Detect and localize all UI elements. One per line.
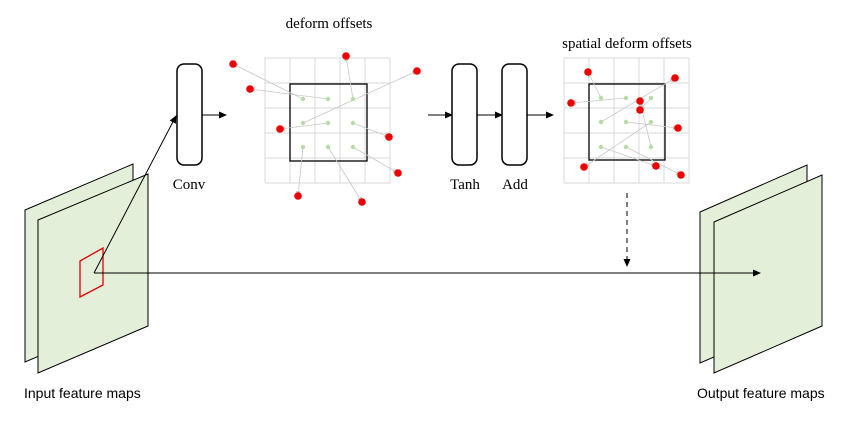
offset-arrow — [302, 70, 418, 124]
offset-point — [385, 133, 393, 141]
sampling-point — [598, 119, 604, 125]
add-box — [501, 63, 528, 166]
tanh-box — [451, 63, 478, 166]
offset-arrow — [600, 146, 657, 167]
offset-point — [671, 74, 679, 82]
offset-arrow — [279, 122, 329, 131]
sampling-point — [648, 119, 654, 125]
offset-arrow — [583, 121, 652, 168]
offset-point — [652, 162, 660, 170]
offset-arrow — [352, 122, 390, 138]
offset-arrow — [232, 63, 304, 100]
offset-arrow — [570, 97, 627, 106]
offset-point — [413, 67, 421, 75]
offset-arrow — [296, 146, 304, 197]
input-feature-map-front — [37, 173, 149, 374]
sampling-point — [325, 144, 331, 150]
sampling-point — [598, 144, 604, 150]
sampling-point — [623, 95, 629, 101]
sampling-point — [300, 96, 306, 102]
sampling-point — [648, 95, 654, 101]
add-label: Add — [502, 177, 528, 193]
offset-point — [342, 52, 350, 60]
offset-arrow — [249, 87, 329, 100]
offset-point — [636, 97, 644, 105]
kernel-window — [588, 83, 666, 161]
sampling-point — [300, 144, 306, 150]
input-feature-maps-label: Input feature maps — [24, 385, 141, 401]
sampling-point — [325, 120, 331, 126]
offset-arrow — [587, 71, 602, 99]
receptive-field-window — [79, 246, 104, 299]
tanh-label: Tanh — [450, 177, 480, 193]
offset-point — [229, 60, 237, 68]
offset-point — [276, 125, 284, 133]
offset-arrow — [625, 146, 682, 176]
offset-point — [246, 85, 254, 93]
offset-point — [294, 192, 302, 200]
input-to-conv-arrow — [93, 115, 177, 274]
sampling-point — [648, 144, 654, 150]
spatial-deform-offsets-grid — [563, 57, 690, 184]
output-feature-maps-label: Output feature maps — [697, 385, 825, 401]
offset-point — [580, 163, 588, 171]
offset-arrow — [352, 146, 399, 174]
conv-label: Conv — [173, 177, 206, 193]
deform-offsets-grid — [229, 52, 421, 206]
output-feature-map-front — [713, 174, 823, 374]
offset-point — [358, 198, 366, 206]
offset-point — [584, 68, 592, 76]
offset-arrow — [344, 55, 354, 100]
kernel-window — [289, 83, 368, 162]
sampling-point — [350, 96, 356, 102]
sampling-point — [300, 120, 306, 126]
offset-point — [567, 99, 575, 107]
output-feature-maps — [699, 164, 823, 374]
sampling-point — [350, 120, 356, 126]
offset-arrow — [625, 121, 679, 130]
sampling-point — [598, 95, 604, 101]
offset-point — [677, 171, 685, 179]
sampling-point — [623, 119, 629, 125]
deform-offsets-label: deform offsets — [286, 16, 373, 32]
input-feature-maps — [24, 163, 149, 374]
offset-arrow — [327, 146, 363, 203]
offset-point — [394, 169, 402, 177]
offset-point — [636, 106, 644, 114]
sampling-point — [350, 144, 356, 150]
spatial-deform-offsets-label: spatial deform offsets — [562, 36, 692, 52]
offset-point — [674, 124, 682, 132]
sampling-point — [623, 144, 629, 150]
conv-box — [176, 63, 203, 166]
sampling-point — [325, 96, 331, 102]
